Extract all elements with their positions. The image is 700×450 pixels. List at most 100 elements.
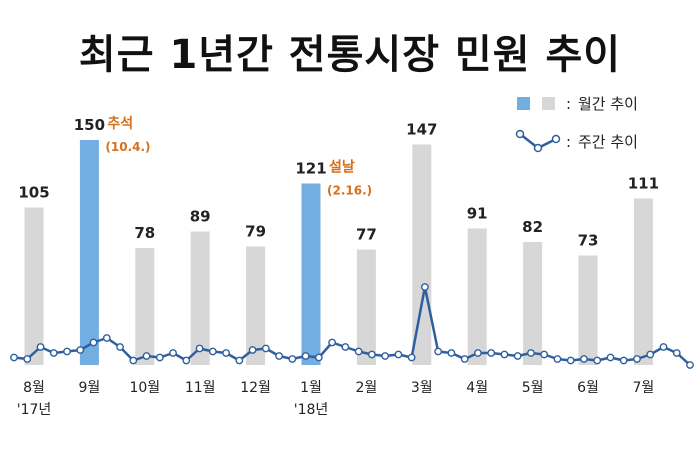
x-tick-label: 6월 [577, 380, 599, 396]
weekly-point [487, 349, 496, 357]
chart-title: 최근 1년간 전통시장 민원 추이 [78, 32, 622, 78]
bar [356, 249, 376, 365]
legend-label-weekly: 주간 추이 [578, 133, 638, 151]
weekly-point [275, 352, 283, 360]
weekly-point [102, 334, 111, 342]
weekly-point [381, 352, 390, 360]
x-tick-label: 8월 [23, 380, 45, 396]
x-year-label: '18년 [294, 402, 329, 418]
bar-value-label: 82 [522, 218, 543, 236]
weekly-point [314, 353, 323, 362]
weekly-point [580, 355, 588, 363]
bar-value-label: 78 [134, 224, 155, 242]
weekly-point [500, 350, 509, 359]
legend-separator: : [566, 133, 571, 151]
legend-line-marker [515, 129, 525, 139]
weekly-point [672, 349, 681, 357]
bar [301, 183, 321, 365]
weekly-point [593, 356, 602, 365]
weekly-point [421, 283, 429, 291]
x-tick-label: 2월 [356, 380, 378, 396]
weekly-point [142, 352, 151, 360]
legend-label-monthly: 월간 추이 [578, 95, 638, 113]
weekly-point [155, 353, 164, 362]
weekly-point [63, 347, 71, 356]
weekly-point [407, 353, 416, 362]
bar [467, 228, 487, 365]
weekly-point [513, 352, 522, 360]
bar-value-label: 79 [245, 223, 266, 241]
weekly-point [248, 346, 257, 354]
weekly-point [36, 343, 45, 351]
bar [246, 246, 266, 365]
weekly-point [659, 343, 668, 351]
weekly-point [686, 361, 694, 369]
bar [24, 207, 44, 365]
bar-value-label: 111 [628, 175, 659, 193]
annotation-date: (2.16.) [327, 184, 372, 198]
legend-bar-swatch [542, 97, 555, 110]
x-year-label: '17년 [17, 402, 52, 418]
weekly-point [460, 355, 469, 363]
weekly-point [195, 344, 204, 353]
bar-value-label: 89 [190, 208, 211, 226]
legend-line-marker [551, 134, 561, 144]
weekly-point [566, 356, 575, 365]
x-tick-label: 10월 [129, 380, 160, 396]
legend: : 월간 추이 : 주간 추이 [515, 95, 638, 153]
weekly-point [169, 349, 177, 357]
weekly-point [527, 349, 535, 357]
bar-value-label: 77 [356, 226, 377, 244]
bar-value-label: 105 [18, 184, 49, 202]
weekly-point [367, 350, 376, 359]
bar-value-label: 73 [578, 232, 599, 250]
weekly-point [23, 355, 32, 363]
bar [578, 255, 598, 365]
weekly-point [434, 347, 443, 356]
bar-value-label: 91 [467, 205, 488, 223]
bar [190, 231, 210, 365]
weekly-point [261, 344, 270, 353]
weekly-point [129, 356, 138, 365]
weekly-point [606, 353, 615, 362]
weekly-point [182, 356, 191, 365]
weekly-point [646, 350, 655, 359]
weekly-point [540, 350, 549, 359]
bar-value-label: 147 [406, 121, 437, 139]
annotation-date: (10.4.) [105, 140, 150, 154]
weekly-point [447, 349, 456, 357]
x-tick-label: 4월 [466, 380, 488, 396]
bar [79, 140, 99, 365]
bar [135, 248, 155, 365]
weekly-point [328, 338, 337, 347]
legend-separator: : [566, 95, 571, 113]
weekly-point [301, 352, 310, 360]
weekly-point [474, 349, 482, 357]
weekly-point [222, 349, 230, 357]
x-tick-label: 1월 [300, 380, 322, 396]
weekly-line-segment [423, 285, 440, 353]
weekly-point [553, 355, 562, 363]
weekly-point [619, 356, 628, 365]
x-tick-label: 3월 [411, 380, 433, 396]
legend-line-marker [533, 143, 543, 153]
bar [412, 144, 432, 365]
weekly-point [116, 343, 124, 351]
weekly-point [341, 343, 350, 351]
bar [523, 242, 543, 365]
weekly-point [208, 347, 217, 356]
annotation-name: 추석 [107, 116, 133, 132]
weekly-point [10, 353, 18, 362]
x-tick-label: 7월 [633, 380, 655, 396]
weekly-point [288, 355, 297, 363]
annotation-name: 설날 [329, 160, 355, 176]
x-tick-label: 12월 [240, 380, 271, 396]
bar [633, 198, 653, 365]
bar-value-label: 150 [74, 116, 105, 134]
weekly-point [76, 346, 85, 354]
weekly-point [394, 350, 403, 359]
x-tick-label: 5월 [522, 380, 544, 396]
weekly-point [354, 347, 363, 356]
weekly-point [49, 349, 58, 357]
